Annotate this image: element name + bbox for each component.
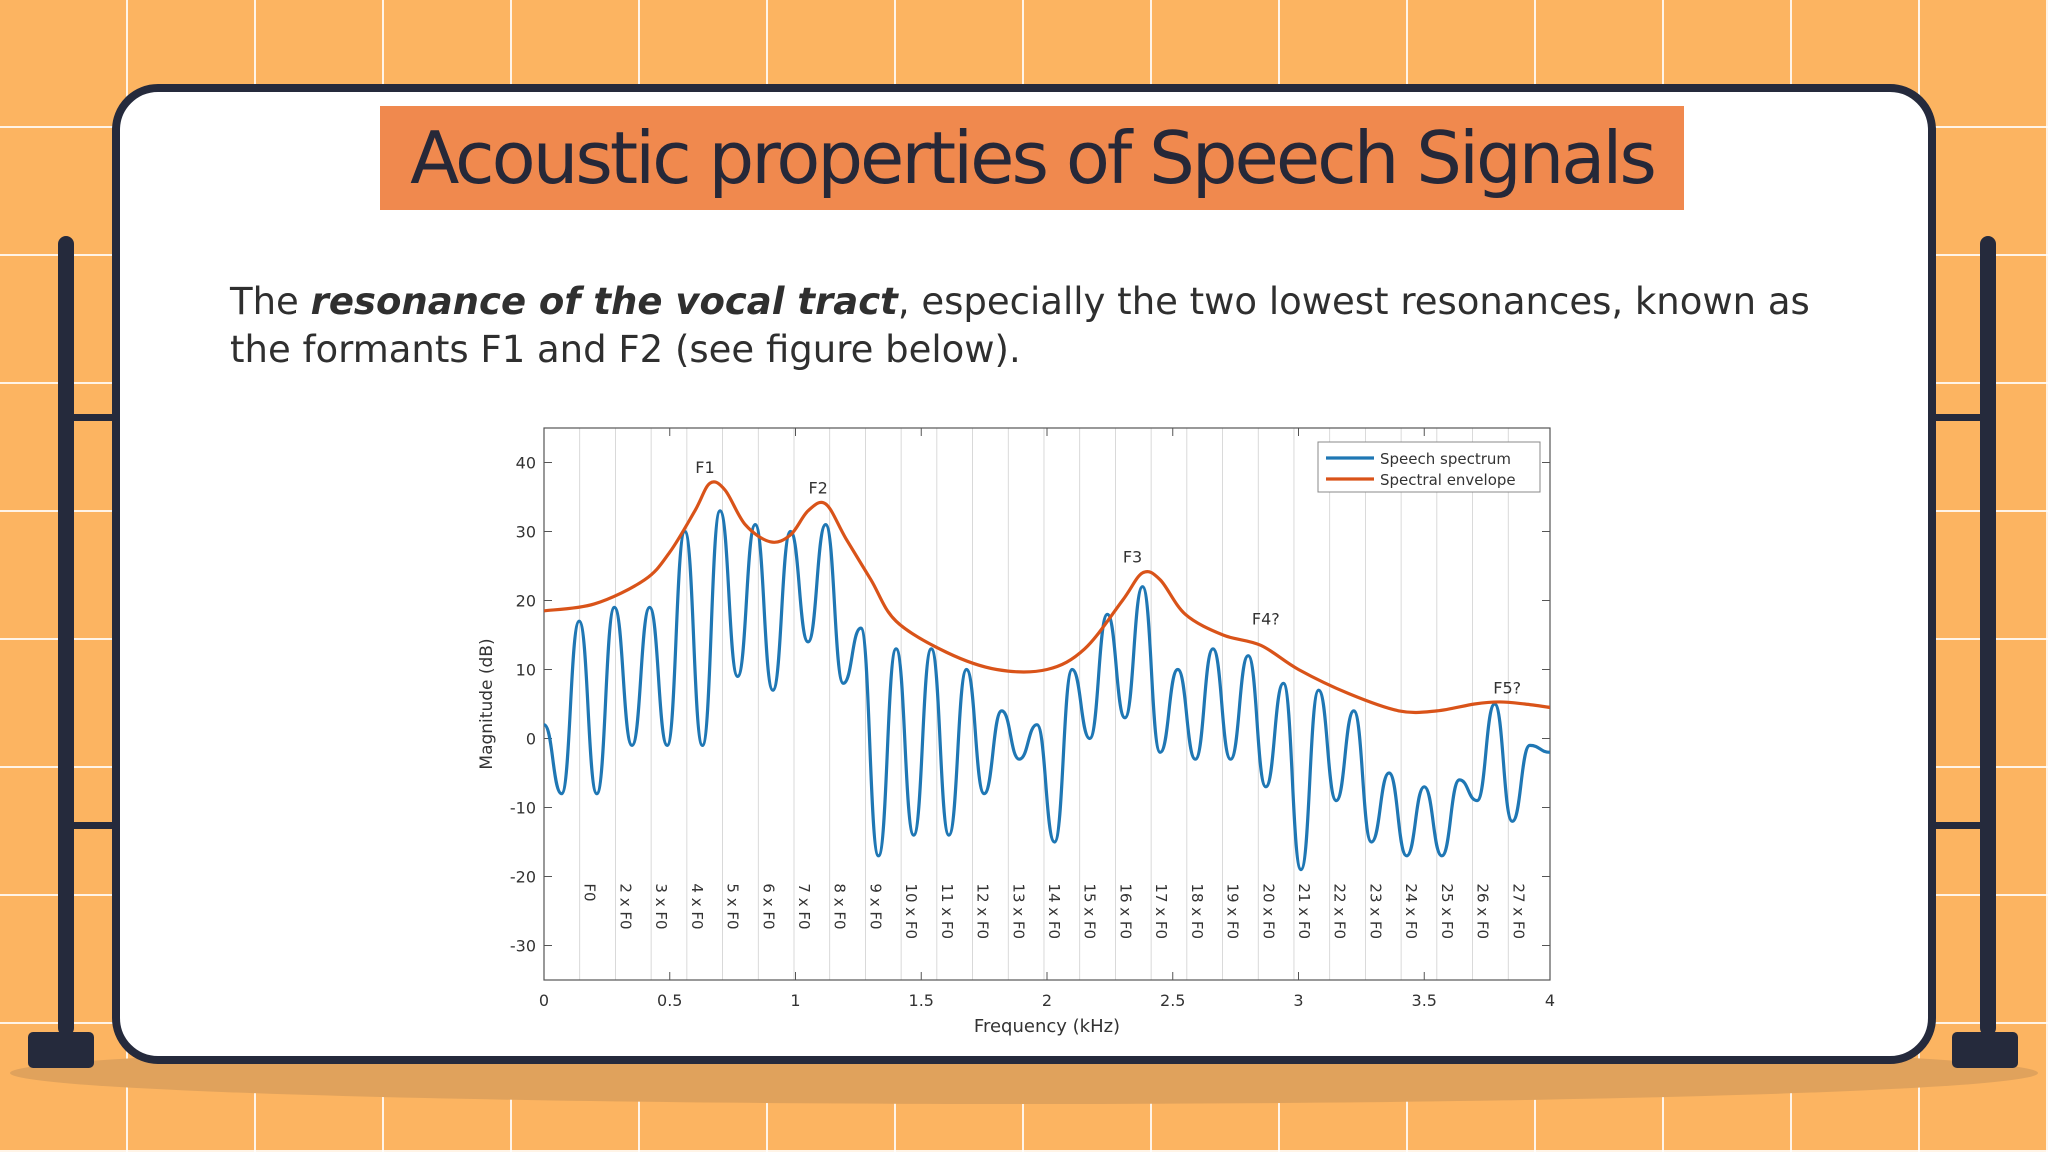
y-tick-label: 0 [526,730,536,749]
harmonic-label: 5 x F0 [724,883,742,929]
harmonic-label: 8 x F0 [831,883,849,929]
spectral-envelope-line [544,480,1550,715]
harmonic-label: 15 x F0 [1081,883,1099,939]
body-paragraph: The resonance of the vocal tract, especi… [230,278,1830,374]
formant-label: F5? [1493,679,1521,698]
harmonic-label: 4 x F0 [688,883,706,929]
x-tick-label: 4 [1545,991,1555,1010]
harmonic-label: 9 x F0 [866,883,884,929]
y-tick-label: 20 [516,592,536,611]
x-tick-label: 2 [1042,991,1052,1010]
y-tick-label: -20 [510,868,536,887]
harmonic-label: 27 x F0 [1509,883,1527,939]
y-tick-label: -10 [510,799,536,818]
chart-background [462,414,1562,1050]
x-tick-label: 1 [790,991,800,1010]
slide-title: Acoustic properties of Speech Signals [380,106,1684,210]
harmonic-label: F0 [581,883,599,901]
harmonic-label: 19 x F0 [1224,883,1242,939]
harmonic-label: 20 x F0 [1259,883,1277,939]
body-text-emphasis: resonance of the vocal tract [310,280,898,323]
harmonic-label: 17 x F0 [1152,883,1170,939]
harmonic-label: 22 x F0 [1331,883,1349,939]
formant-label: F4? [1252,610,1280,629]
y-tick-label: 10 [516,661,536,680]
x-tick-label: 2.5 [1160,991,1185,1010]
formant-label: F2 [808,479,827,498]
harmonic-label: 21 x F0 [1295,883,1313,939]
x-tick-label: 3 [1293,991,1303,1010]
harmonic-label: 13 x F0 [1009,883,1027,939]
y-tick-label: -30 [510,937,536,956]
spectrum-chart: F0 2 x F0 3 x F0 4 x F0 5 x F0 6 x F0 7 x F0 8 … [462,414,1562,1050]
harmonic-label: 3 x F0 [652,883,670,929]
harmonic-label: 6 x F0 [759,883,777,929]
x-tick-label: 3.5 [1412,991,1437,1010]
y-tick-label: 30 [516,523,536,542]
y-tick-label: 40 [516,454,536,473]
harmonic-label: 10 x F0 [902,883,920,939]
formant-label: F1 [695,458,714,477]
x-tick-label: 1.5 [909,991,934,1010]
y-axis-label: Magnitude (dB) [477,638,497,769]
harmonic-label: 23 x F0 [1366,883,1384,939]
legend-label: Speech spectrum [1380,450,1511,468]
x-tick-label: 0 [539,991,549,1010]
legend-label: Spectral envelope [1380,471,1516,489]
harmonic-label: 18 x F0 [1188,883,1206,939]
body-text-end: , especially the two lowest resonances, … [230,280,1810,371]
harmonic-label: 16 x F0 [1116,883,1134,939]
body-text-start: The [230,280,311,323]
harmonic-label: 11 x F0 [938,883,956,939]
x-axis-label: Frequency (kHz) [974,1016,1120,1037]
formant-label: F3 [1123,548,1142,567]
harmonic-label: 2 x F0 [616,883,634,929]
harmonic-label: 24 x F0 [1402,883,1420,939]
harmonic-label: 25 x F0 [1438,883,1456,939]
harmonic-label: 7 x F0 [795,883,813,929]
harmonic-label: 14 x F0 [1045,883,1063,939]
harmonic-label: 12 x F0 [974,883,992,939]
legend-box [1317,441,1541,493]
x-tick-label: 0.5 [657,991,682,1010]
speech-spectrum-line [544,509,1550,872]
harmonic-label: 26 x F0 [1474,883,1492,939]
